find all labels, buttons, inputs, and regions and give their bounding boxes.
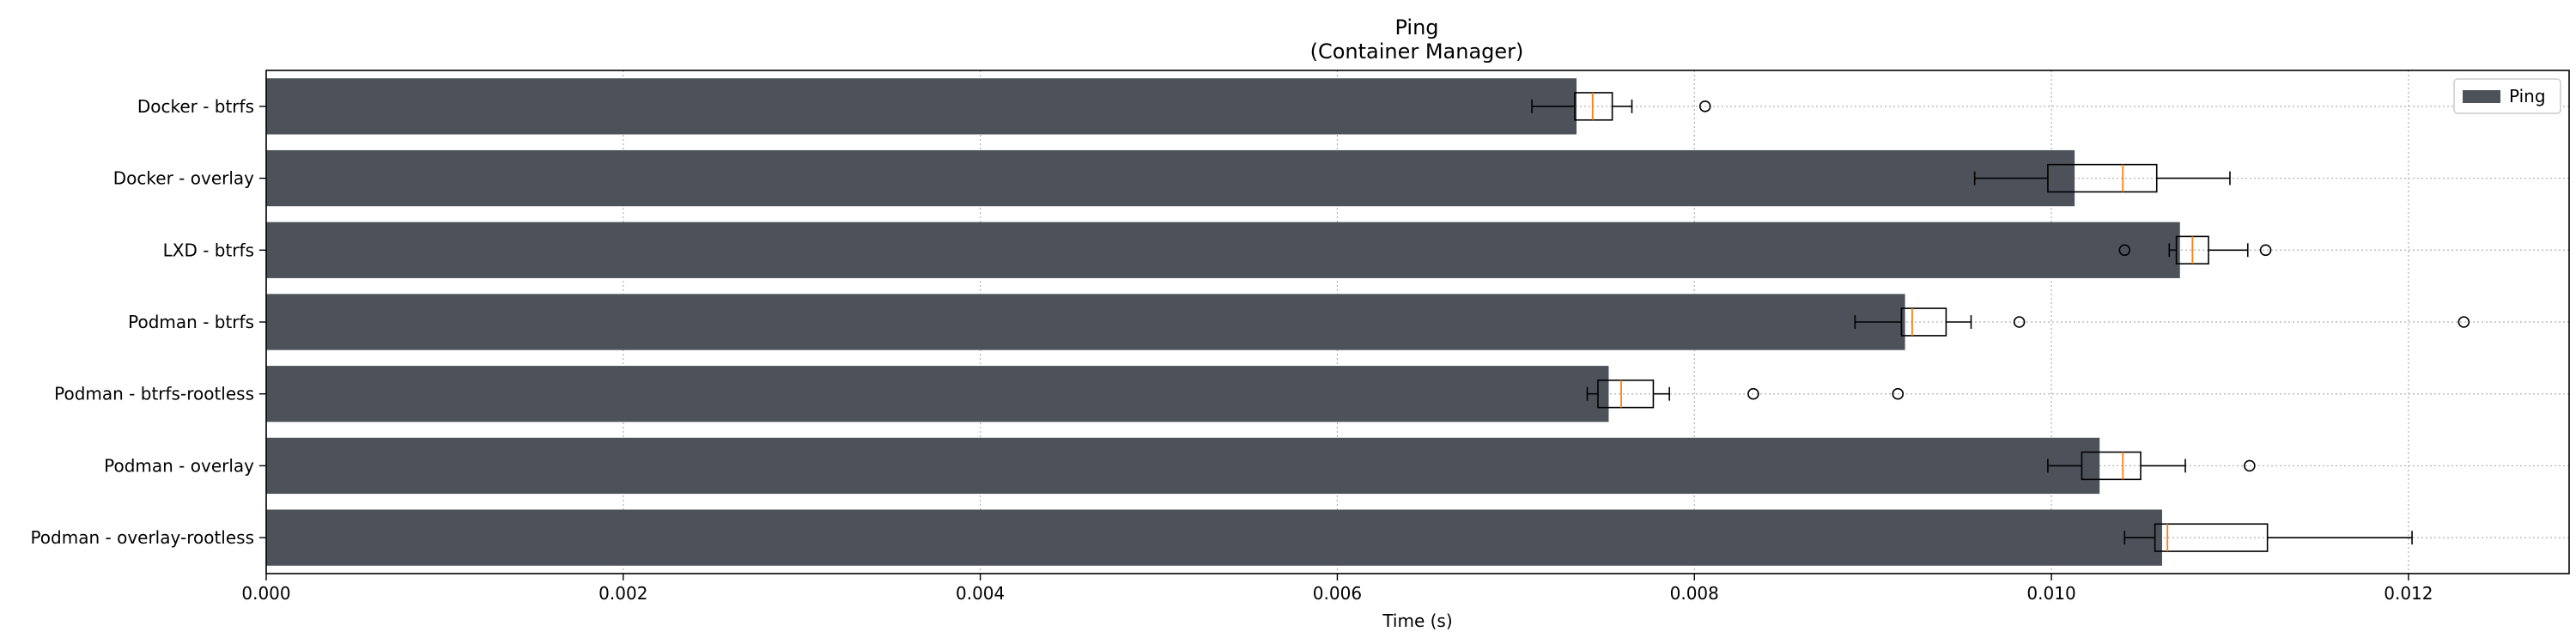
outlier-point <box>2244 459 2256 472</box>
box-iqr <box>2154 523 2269 552</box>
outlier-point <box>2118 244 2131 257</box>
bar <box>266 294 1905 350</box>
y-tick-label: Podman - btrfs-rootless <box>54 384 254 404</box>
boxplot <box>2047 451 2256 481</box>
box-iqr <box>1574 92 1613 121</box>
boxplot <box>1586 380 1905 409</box>
bar <box>266 222 2180 278</box>
outlier-point <box>2259 244 2272 257</box>
x-tick-label: 0.004 <box>956 583 1005 604</box>
bar <box>266 78 1577 135</box>
y-axis: Docker - btrfs Docker - overlay LXD - btrf… <box>30 96 266 548</box>
bar <box>266 366 1609 422</box>
x-tick-label: 0.008 <box>1670 583 1719 604</box>
bar <box>266 149 2075 207</box>
y-tick-label: Docker - overlay <box>113 168 254 189</box>
boxplot <box>1854 307 2470 337</box>
y-tick-label: LXD - btrfs <box>163 240 254 260</box>
box-iqr <box>1597 380 1655 409</box>
boxplot <box>1531 92 1711 121</box>
outlier-point <box>2013 316 2026 328</box>
chart-title-line-1: Ping <box>1394 15 1438 39</box>
outlier-point <box>1747 387 1759 400</box>
legend-label-ping: Ping <box>2509 86 2546 106</box>
x-tick-label: 0.006 <box>1313 583 1362 604</box>
x-tick-label: 0.000 <box>241 583 290 604</box>
boxplots <box>1531 92 2470 552</box>
legend-swatch-ping <box>2463 90 2500 103</box>
chart-title: Ping (Container Manager) <box>1310 15 1524 64</box>
box-iqr <box>1900 307 1947 337</box>
x-axis-label: Time (s) <box>1382 611 1452 631</box>
x-tick-label: 0.010 <box>2026 583 2075 604</box>
bars <box>266 78 2180 566</box>
outlier-point <box>1698 100 1711 112</box>
y-tick-label: Docker - btrfs <box>137 96 254 117</box>
boxplot <box>2123 523 2413 552</box>
x-axis: 0.000 0.002 0.004 0.006 0.008 0.010 0.012 <box>241 574 2433 604</box>
box-iqr <box>2047 163 2158 193</box>
bar <box>266 437 2100 495</box>
boxplot <box>2118 235 2272 264</box>
y-tick-label: Podman - btrfs <box>128 312 254 332</box>
y-tick-label: Podman - overlay <box>104 455 254 476</box>
box-iqr <box>2081 451 2142 481</box>
chart-title-line-2: (Container Manager) <box>1310 39 1524 64</box>
legend: Ping <box>2453 78 2561 114</box>
boxplot <box>1973 163 2231 193</box>
y-tick-label: Podman - overlay-rootless <box>30 527 254 548</box>
x-tick-label: 0.002 <box>598 583 647 604</box>
outlier-point <box>1892 387 1905 400</box>
legend-box <box>2453 78 2561 114</box>
bar <box>266 509 2162 566</box>
x-tick-label: 0.012 <box>2384 583 2433 604</box>
outlier-point <box>2458 316 2470 328</box>
